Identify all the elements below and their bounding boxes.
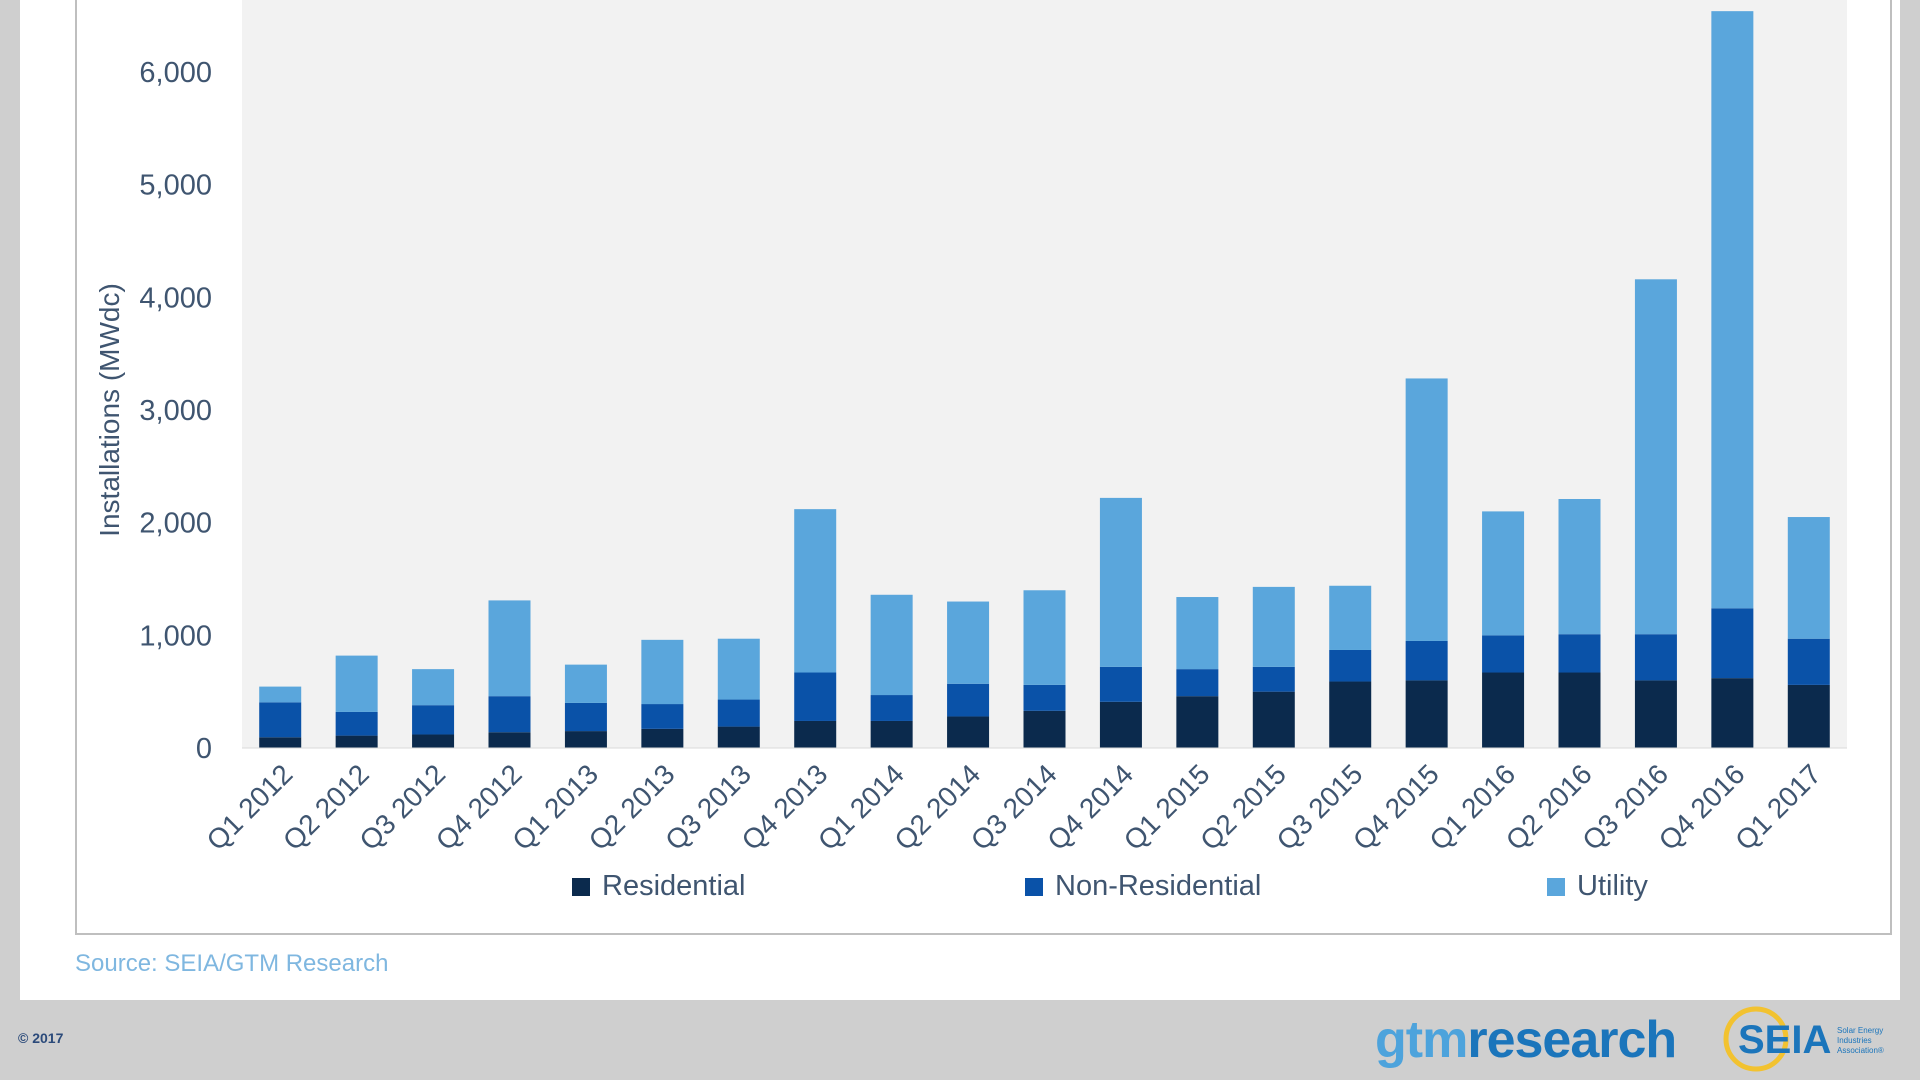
bar-utility-q2-2013 [641, 639, 684, 705]
bar-non-residential-q4-2013 [794, 672, 837, 721]
gtm-research-logo: gtmresearch [1375, 1010, 1677, 1070]
bar-non-residential-q1-2014 [870, 695, 913, 721]
legend-label: Non-Residential [1055, 870, 1261, 902]
y-axis-title: Installations (MWdc) [94, 283, 125, 537]
bar-utility-q3-2016 [1634, 279, 1677, 635]
bar-residential-q1-2014 [870, 720, 913, 748]
bar-utility-q1-2014 [870, 594, 913, 696]
bar-residential-q3-2015 [1329, 681, 1372, 748]
bar-non-residential-q1-2013 [564, 702, 607, 732]
bar-non-residential-q1-2012 [259, 702, 302, 738]
bar-utility-q3-2015 [1329, 585, 1372, 650]
bar-residential-q1-2015 [1176, 696, 1219, 748]
legend-swatch [1547, 878, 1565, 896]
bar-non-residential-q2-2016 [1558, 634, 1601, 673]
bar-utility-q2-2015 [1252, 586, 1295, 667]
bar-utility-q3-2014 [1023, 590, 1066, 685]
y-tick-label: 4,000 [139, 282, 212, 314]
bar-utility-q4-2015 [1405, 378, 1448, 641]
bar-non-residential-q2-2012 [335, 711, 378, 736]
bar-non-residential-q1-2017 [1787, 638, 1830, 685]
y-tick-label: 2,000 [139, 508, 212, 540]
bar-residential-q1-2016 [1482, 672, 1525, 748]
bar-residential-q4-2015 [1405, 680, 1448, 748]
bar-utility-q2-2012 [335, 655, 378, 712]
bar-residential-q2-2014 [947, 716, 990, 748]
y-tick-label: 1,000 [139, 620, 212, 652]
bar-utility-q1-2012 [259, 686, 302, 703]
bar-utility-q1-2016 [1482, 511, 1525, 636]
bar-utility-q1-2015 [1176, 597, 1219, 670]
bar-non-residential-q2-2013 [641, 704, 684, 729]
chart: 0 1,000 2,000 3,000 4,000 5,000 6,000 Installat… [94, 0, 1847, 902]
bar-utility-q2-2016 [1558, 499, 1601, 635]
legend-swatch [1025, 878, 1043, 896]
svg-text:Solar Energy: Solar Energy [1837, 1026, 1883, 1035]
seia-wordmark: SEIA [1738, 1018, 1831, 1062]
source-note: Source: SEIA/GTM Research [75, 950, 389, 977]
bar-residential-q1-2012 [259, 737, 302, 748]
bar-residential-q4-2012 [488, 732, 531, 748]
bar-utility-q4-2016 [1711, 11, 1754, 609]
y-tick-label: 0 [196, 733, 212, 765]
chart-frame: 0 1,000 2,000 3,000 4,000 5,000 6,000 Installat… [75, 0, 1892, 935]
seia-logo: SEIA Solar Energy Industries Association… [1723, 1006, 1884, 1072]
gtm-logo-part-b: research [1467, 1011, 1677, 1069]
svg-text:Association®: Association® [1837, 1046, 1884, 1055]
y-tick-label: 3,000 [139, 395, 212, 427]
bar-residential-q3-2016 [1634, 680, 1677, 748]
bar-residential-q2-2012 [335, 735, 378, 748]
svg-text:Industries: Industries [1837, 1036, 1872, 1045]
bar-non-residential-q3-2013 [717, 699, 760, 727]
bar-utility-q2-2014 [947, 601, 990, 684]
bar-non-residential-q4-2016 [1711, 608, 1754, 679]
bar-residential-q4-2014 [1099, 701, 1142, 748]
legend-label: Residential [602, 870, 745, 902]
bar-residential-q4-2013 [794, 720, 837, 748]
bar-residential-q3-2014 [1023, 710, 1066, 748]
bar-non-residential-q4-2012 [488, 696, 531, 733]
bar-non-residential-q4-2014 [1099, 666, 1142, 702]
bar-residential-q2-2013 [641, 728, 684, 748]
bar-non-residential-q3-2012 [412, 705, 455, 735]
bar-utility-q1-2017 [1787, 517, 1830, 639]
bar-non-residential-q1-2015 [1176, 669, 1219, 697]
bar-utility-q1-2013 [564, 664, 607, 703]
bar-non-residential-q3-2016 [1634, 634, 1677, 681]
bar-non-residential-q3-2014 [1023, 684, 1066, 711]
bar-non-residential-q2-2015 [1252, 666, 1295, 692]
bar-non-residential-q2-2014 [947, 683, 990, 717]
y-tick-label: 5,000 [139, 170, 212, 202]
bar-residential-q3-2012 [412, 734, 455, 748]
bar-non-residential-q1-2016 [1482, 635, 1525, 673]
bar-utility-q4-2014 [1099, 497, 1142, 667]
bar-residential-q2-2015 [1252, 691, 1295, 748]
bar-non-residential-q4-2015 [1405, 640, 1448, 681]
bar-utility-q4-2013 [794, 509, 837, 673]
gtm-logo-part-a: gtm [1375, 1011, 1468, 1069]
bar-residential-q4-2016 [1711, 678, 1754, 748]
bar-non-residential-q3-2015 [1329, 649, 1372, 682]
bar-utility-q3-2012 [412, 669, 455, 706]
x-tick-label: Q1 2017 [1729, 758, 1827, 856]
y-tick-label: 6,000 [139, 57, 212, 89]
legend-label: Utility [1577, 870, 1648, 902]
bar-residential-q1-2017 [1787, 684, 1830, 748]
copyright: © 2017 [18, 1030, 64, 1046]
slide: 0 1,000 2,000 3,000 4,000 5,000 6,000 Installat… [20, 0, 1900, 1000]
bar-utility-q3-2013 [717, 638, 760, 700]
bar-residential-q1-2013 [564, 731, 607, 748]
bar-residential-q3-2013 [717, 726, 760, 748]
legend-swatch [572, 878, 590, 896]
bar-utility-q4-2012 [488, 600, 531, 697]
bar-residential-q2-2016 [1558, 672, 1601, 748]
